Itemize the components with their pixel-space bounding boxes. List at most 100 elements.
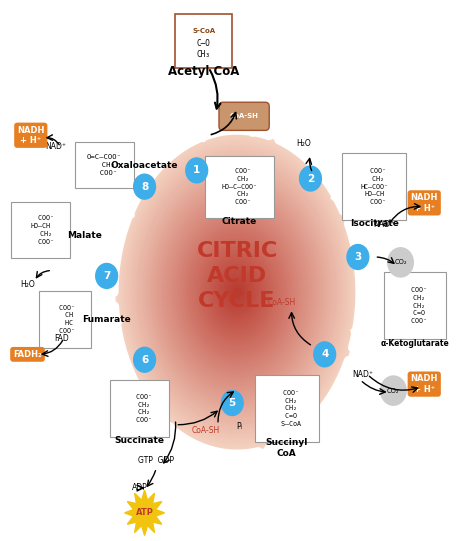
Text: Malate: Malate — [67, 231, 102, 240]
Ellipse shape — [124, 142, 350, 442]
FancyBboxPatch shape — [219, 102, 269, 130]
Text: 8: 8 — [141, 182, 148, 192]
Text: FAD: FAD — [54, 334, 69, 342]
Text: CoA-SH: CoA-SH — [230, 113, 258, 120]
Ellipse shape — [119, 136, 355, 448]
Text: S-CoA: S-CoA — [192, 28, 215, 34]
Ellipse shape — [228, 280, 246, 304]
Ellipse shape — [142, 167, 332, 418]
Ellipse shape — [223, 274, 251, 310]
Ellipse shape — [187, 226, 287, 358]
Ellipse shape — [189, 228, 285, 356]
Ellipse shape — [160, 190, 314, 394]
FancyBboxPatch shape — [205, 156, 274, 217]
FancyBboxPatch shape — [175, 14, 232, 68]
Text: CoA-SH: CoA-SH — [192, 426, 220, 434]
Text: NAD⁺: NAD⁺ — [374, 220, 394, 229]
Ellipse shape — [178, 214, 296, 370]
Ellipse shape — [210, 256, 264, 328]
Text: NADH
+ H⁺: NADH + H⁺ — [410, 374, 438, 394]
Ellipse shape — [198, 240, 276, 344]
Ellipse shape — [201, 245, 273, 340]
Circle shape — [300, 166, 321, 191]
Ellipse shape — [202, 246, 272, 338]
Ellipse shape — [148, 174, 326, 410]
Text: Citrate: Citrate — [222, 217, 257, 226]
Ellipse shape — [131, 153, 343, 432]
Ellipse shape — [216, 264, 258, 320]
Ellipse shape — [157, 187, 317, 398]
Ellipse shape — [196, 238, 278, 346]
Ellipse shape — [220, 270, 254, 314]
Ellipse shape — [184, 222, 290, 362]
Text: COO⁻
  CH₂
  CH₂
  COO⁻: COO⁻ CH₂ CH₂ COO⁻ — [128, 394, 152, 423]
Ellipse shape — [214, 262, 260, 322]
FancyBboxPatch shape — [39, 291, 91, 348]
Ellipse shape — [166, 199, 308, 386]
Ellipse shape — [173, 208, 301, 376]
Ellipse shape — [234, 288, 240, 296]
Circle shape — [96, 263, 118, 288]
Ellipse shape — [231, 284, 243, 300]
Text: COO⁻
  CH₂
  CH₂
  C=O
  COO⁻: COO⁻ CH₂ CH₂ C=O COO⁻ — [403, 287, 427, 324]
Text: ATP: ATP — [136, 509, 154, 517]
Ellipse shape — [176, 212, 298, 372]
Text: 3: 3 — [354, 252, 362, 262]
Ellipse shape — [164, 196, 310, 388]
Text: 7: 7 — [103, 271, 110, 281]
Ellipse shape — [136, 159, 338, 426]
Text: COO⁻
  CH₂
  CH₂
  C=O
  S–CoA: COO⁻ CH₂ CH₂ C=O S–CoA — [273, 390, 301, 427]
Text: COO⁻
  CH₂
HO–C–COO⁻
  CH₂
  COO⁻: COO⁻ CH₂ HO–C–COO⁻ CH₂ COO⁻ — [221, 168, 257, 205]
Polygon shape — [125, 490, 164, 536]
Ellipse shape — [175, 210, 299, 374]
Text: α-Ketoglutarate: α-Ketoglutarate — [380, 339, 449, 348]
Ellipse shape — [116, 133, 358, 452]
Text: 2: 2 — [307, 174, 314, 183]
Ellipse shape — [167, 200, 307, 384]
Text: H₂O: H₂O — [20, 280, 35, 288]
Ellipse shape — [219, 268, 255, 316]
Ellipse shape — [193, 234, 281, 350]
Ellipse shape — [128, 149, 346, 436]
Text: 5: 5 — [228, 398, 236, 408]
Ellipse shape — [121, 138, 353, 446]
Ellipse shape — [151, 179, 323, 406]
Ellipse shape — [143, 168, 331, 416]
Text: CITRIC
ACID
CYCLE: CITRIC ACID CYCLE — [196, 241, 278, 311]
Ellipse shape — [140, 164, 334, 420]
Ellipse shape — [149, 176, 325, 408]
Ellipse shape — [190, 230, 284, 354]
Text: O=C–COO⁻
  CH₂
  COO⁻: O=C–COO⁻ CH₂ COO⁻ — [87, 154, 122, 176]
FancyBboxPatch shape — [384, 272, 446, 340]
Ellipse shape — [213, 260, 261, 324]
Text: NAD⁺: NAD⁺ — [46, 142, 66, 150]
Text: CoA-SH: CoA-SH — [268, 299, 296, 307]
Ellipse shape — [180, 216, 294, 368]
Ellipse shape — [218, 266, 256, 318]
Ellipse shape — [139, 162, 335, 422]
Ellipse shape — [227, 278, 247, 306]
Text: NADH
+ H⁺: NADH + H⁺ — [17, 126, 45, 145]
Text: Isocitrate: Isocitrate — [350, 220, 399, 228]
Text: NAD⁺: NAD⁺ — [352, 370, 373, 379]
Circle shape — [381, 376, 406, 405]
Ellipse shape — [130, 150, 344, 434]
Ellipse shape — [208, 254, 266, 330]
Ellipse shape — [169, 202, 305, 382]
Text: NADH
+ H⁺: NADH + H⁺ — [410, 193, 438, 213]
Text: CH₃: CH₃ — [197, 50, 211, 58]
Text: COO⁻
HO–CH
   CH₂
   COO⁻: COO⁻ HO–CH CH₂ COO⁻ — [26, 215, 55, 245]
Ellipse shape — [229, 282, 245, 302]
Text: FADH₂: FADH₂ — [13, 350, 42, 359]
Text: Acetyl CoA: Acetyl CoA — [168, 65, 239, 78]
Ellipse shape — [211, 258, 263, 326]
FancyBboxPatch shape — [342, 153, 407, 221]
Text: Oxaloacetate: Oxaloacetate — [111, 161, 178, 169]
Ellipse shape — [162, 193, 312, 392]
FancyBboxPatch shape — [255, 374, 319, 443]
Circle shape — [388, 248, 413, 277]
Ellipse shape — [171, 204, 303, 380]
Ellipse shape — [118, 135, 356, 450]
FancyBboxPatch shape — [10, 202, 70, 259]
Ellipse shape — [137, 161, 337, 424]
